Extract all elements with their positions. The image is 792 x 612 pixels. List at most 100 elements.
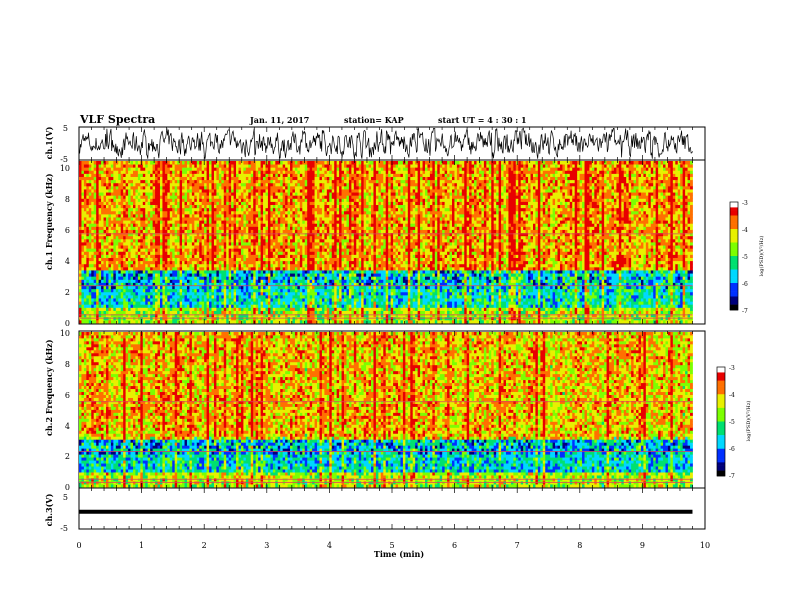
spectrogram-cell — [157, 291, 161, 296]
spectrogram-cell — [145, 207, 149, 212]
spectrogram-cell — [260, 307, 264, 311]
spectrogram-cell — [248, 164, 252, 168]
spectrogram-cell — [294, 198, 298, 202]
spectrogram-cell — [101, 257, 104, 262]
spectrogram-cell — [263, 273, 266, 277]
spectrogram-cell — [98, 176, 102, 181]
spectrogram-cell — [270, 266, 274, 271]
spectrogram-cell — [96, 192, 100, 196]
spectrogram-cell — [236, 167, 239, 171]
spectrogram-cell — [132, 313, 136, 318]
spectrogram-cell — [294, 304, 298, 308]
spectrogram-cell — [201, 232, 205, 237]
spectrogram-cell — [258, 251, 261, 255]
spectrogram-cell — [204, 195, 207, 199]
spectrogram-cell — [282, 254, 286, 258]
spectrogram-cell — [110, 288, 114, 293]
spectrogram-cell — [172, 263, 176, 268]
spectrogram-cell — [135, 170, 139, 174]
spectrogram-cell — [263, 242, 266, 246]
spectrogram-cell — [277, 288, 281, 293]
spectrogram-cell — [299, 182, 303, 187]
spectrogram-cell — [221, 282, 225, 287]
spectrogram-cell — [290, 260, 293, 265]
spectrogram-cell — [110, 232, 114, 237]
spectrogram-cell — [238, 251, 242, 255]
spectrogram-cell — [88, 301, 92, 305]
spectrogram-cell — [260, 242, 264, 246]
spectrogram-cell — [155, 220, 158, 224]
spectrogram-cell — [280, 263, 284, 268]
spectrogram-cell — [255, 263, 259, 268]
spectrogram-cell — [267, 248, 271, 252]
spectrogram-cell — [194, 294, 198, 299]
spectrogram-cell — [290, 189, 293, 193]
spectrogram-cell — [260, 198, 264, 202]
spectrogram-cell — [199, 282, 203, 287]
spectrogram-cell — [132, 294, 136, 299]
spectrogram-cell — [113, 173, 117, 177]
spectrogram-cell — [218, 195, 222, 199]
spectrogram-cell — [169, 204, 173, 209]
spectrogram-cell — [86, 223, 90, 227]
spectrogram-cell — [162, 176, 166, 181]
spectrogram-cell — [287, 313, 291, 318]
spectrogram-cell — [145, 189, 149, 193]
spectrogram-cell — [177, 251, 181, 255]
spectrogram-cell — [93, 213, 97, 218]
spectrogram-cell — [155, 260, 158, 265]
spectrogram-cell — [250, 270, 254, 274]
spectrogram-cell — [218, 307, 222, 311]
spectrogram-cell — [231, 288, 234, 293]
spectrogram-cell — [304, 161, 308, 165]
spectrogram-cell — [270, 164, 274, 168]
spectrogram-cell — [110, 301, 114, 305]
spectrogram-cell — [115, 161, 119, 165]
spectrogram-cell — [270, 176, 274, 181]
spectrogram-cell — [120, 285, 124, 290]
spectrogram-cell — [231, 238, 234, 243]
spectrogram-cell — [226, 307, 230, 311]
spectrogram-cell — [243, 179, 247, 184]
spectrogram-cell — [277, 285, 281, 290]
spectrogram-cell — [179, 294, 183, 299]
spectrogram-cell — [130, 276, 134, 280]
spectrogram-cell — [164, 270, 168, 274]
spectrogram-cell — [81, 307, 85, 311]
spectrogram-cell — [290, 238, 293, 243]
spectrogram-cell — [206, 279, 210, 283]
spectrogram-cell — [226, 229, 230, 234]
spectrogram-cell — [248, 254, 252, 258]
spectrogram-cell — [105, 310, 109, 315]
spectrogram-cell — [304, 301, 308, 305]
spectrogram-cell — [260, 313, 264, 318]
spectrogram-cell — [297, 182, 301, 187]
spectrogram-cell — [186, 179, 190, 184]
spectrogram-cell — [204, 248, 207, 252]
spectrogram-cell — [83, 263, 87, 268]
spectrogram-cell — [86, 263, 90, 268]
spectrogram-cell — [182, 319, 185, 324]
spectrogram-cell — [258, 192, 261, 196]
spectrogram-cell — [135, 161, 139, 165]
spectrogram-cell — [258, 242, 261, 246]
spectrogram-cell — [147, 220, 151, 224]
spectrogram-cell — [206, 273, 210, 277]
spectrogram-cell — [199, 270, 203, 274]
spectrogram-cell — [169, 285, 173, 290]
spectrogram-cell — [123, 242, 127, 246]
spectrogram-cell — [147, 195, 151, 199]
spectrogram-cell — [135, 192, 139, 196]
spectrogram-cell — [91, 226, 95, 230]
spectrogram-cell — [128, 161, 131, 165]
spectrogram-cell — [179, 192, 183, 196]
spectrogram-cell — [191, 270, 195, 274]
spectrogram-cell — [174, 176, 178, 181]
spectrogram-cell — [162, 307, 166, 311]
spectrogram-cell — [189, 226, 193, 230]
spectrogram-cell — [128, 220, 131, 224]
spectrogram-cell — [105, 207, 109, 212]
spectrogram-cell — [179, 282, 183, 287]
spectrogram-cell — [96, 294, 100, 299]
spectrogram-cell — [277, 232, 281, 237]
